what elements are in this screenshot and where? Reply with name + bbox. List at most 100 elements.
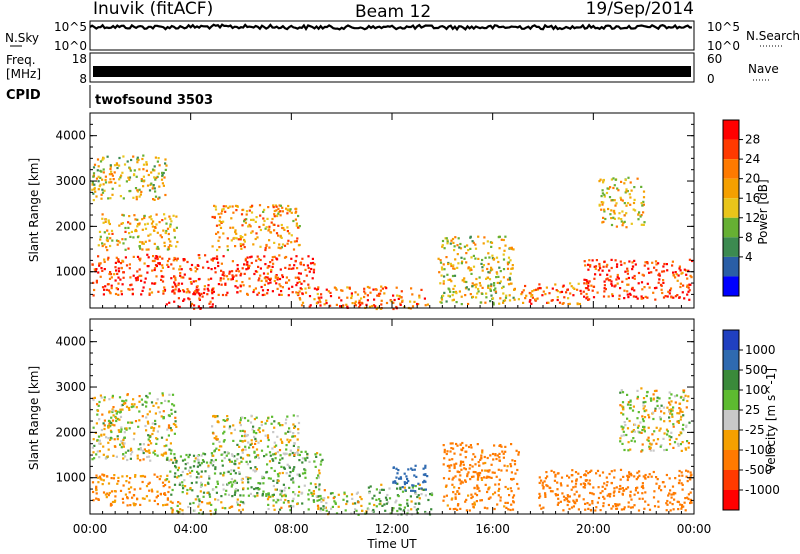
velocity-cell: [141, 474, 145, 478]
velocity-cell: [293, 435, 297, 438]
velocity-cell: [210, 452, 213, 455]
velocity-cell: [291, 499, 294, 503]
velocity-cell: [648, 473, 651, 476]
power-cell: [502, 301, 505, 304]
power-cell: [133, 169, 136, 172]
power-cell: [591, 259, 594, 262]
power-cell: [146, 271, 149, 274]
velocity-cell: [207, 482, 210, 485]
power-cell: [672, 274, 675, 277]
power-cell: [450, 264, 453, 268]
power-cell: [470, 256, 473, 259]
power-cell: [273, 255, 276, 258]
power-cell: [524, 284, 527, 288]
power-cell: [93, 183, 96, 186]
velocity-cell: [655, 442, 658, 445]
velocity-cell: [633, 504, 636, 507]
power-cell: [363, 287, 366, 290]
power-cell: [220, 212, 223, 215]
velocity-cell: [312, 500, 316, 503]
power-cell: [143, 281, 146, 284]
power-cell: [290, 257, 293, 260]
power-cell: [525, 294, 528, 297]
power-cell: [241, 236, 244, 239]
velocity-cell: [231, 505, 234, 508]
power-cell: [158, 164, 161, 167]
velocity-cell: [113, 500, 116, 503]
velocity-cell: [602, 495, 605, 498]
velocity-cell: [304, 476, 307, 479]
velocity-cell: [351, 497, 354, 500]
power-cell: [356, 293, 360, 296]
velocity-cell: [214, 466, 217, 469]
power-cell: [224, 282, 227, 285]
velocity-cell: [98, 418, 101, 421]
velocity-cell: [323, 506, 326, 509]
power-cell: [128, 267, 131, 270]
power-cell: [674, 271, 677, 274]
colorbar-swatch: [723, 430, 739, 450]
power-cell: [678, 296, 681, 299]
velocity-cell: [684, 394, 687, 397]
power-cell: [273, 279, 276, 283]
power-cell: [128, 167, 132, 170]
velocity-cell: [462, 463, 465, 466]
power-cell: [491, 257, 494, 260]
velocity-cell: [243, 430, 246, 433]
power-cell: [569, 292, 572, 295]
power-cell: [530, 302, 533, 305]
power-cell: [492, 301, 495, 304]
velocity-cell: [280, 492, 283, 495]
velocity-cell: [168, 414, 171, 418]
power-cell: [243, 220, 246, 223]
power-cell: [271, 217, 274, 221]
freq-label-bottom: [MHz]: [6, 67, 41, 81]
velocity-cell: [510, 443, 513, 446]
velocity-cell: [511, 508, 515, 511]
power-cell: [120, 293, 123, 296]
power-cell: [101, 244, 104, 248]
power-cell: [309, 304, 312, 307]
velocity-cell: [401, 486, 404, 489]
velocity-cell: [416, 512, 419, 515]
power-cell: [606, 277, 609, 280]
power-cell: [155, 264, 158, 268]
power-cell: [308, 295, 312, 298]
velocity-cell: [354, 502, 357, 505]
power-cell: [499, 280, 502, 283]
velocity-cell: [107, 494, 110, 497]
power-cell: [118, 164, 121, 167]
power-cell: [108, 272, 111, 276]
power-cell: [95, 195, 98, 198]
velocity-cell: [249, 460, 252, 463]
velocity-cell: [633, 493, 636, 496]
power-cell: [369, 291, 372, 294]
power-cell: [211, 297, 214, 300]
velocity-cell: [639, 421, 642, 424]
velocity-cell: [380, 488, 384, 491]
power-cell: [625, 204, 628, 207]
velocity-cell: [459, 460, 463, 463]
power-cell: [556, 298, 559, 302]
power-cell: [546, 301, 549, 304]
power-cell: [272, 206, 275, 209]
velocity-cell: [643, 405, 646, 408]
power-cell: [626, 290, 629, 293]
velocity-cell: [222, 419, 225, 422]
power-cell: [665, 263, 668, 266]
power-cell: [296, 281, 299, 284]
power-cell: [252, 243, 255, 246]
power-cell: [163, 244, 166, 248]
velocity-cell: [599, 491, 602, 495]
velocity-cell: [399, 487, 402, 491]
power-cell: [245, 210, 249, 213]
velocity-cell: [174, 465, 177, 468]
velocity-cell: [198, 512, 201, 515]
power-cell: [470, 268, 473, 271]
power-cell: [122, 214, 125, 217]
velocity-cell: [658, 429, 661, 432]
velocity-cell: [107, 419, 111, 422]
power-cell: [211, 288, 214, 291]
velocity-cell: [151, 422, 154, 425]
velocity-cell: [504, 450, 507, 453]
